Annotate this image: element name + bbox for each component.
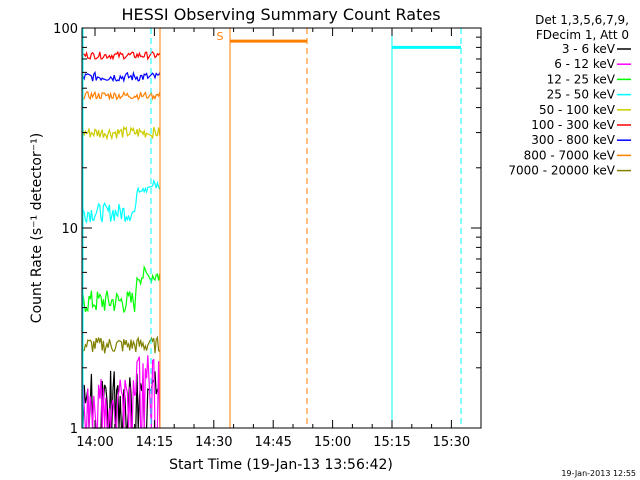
- series-line: [82, 70, 161, 84]
- legend-entry-label: 3 - 6 keV: [562, 42, 616, 56]
- chart-title: HESSI Observing Summary Count Rates: [121, 5, 440, 24]
- series-line: [82, 264, 161, 314]
- plot-frame: [81, 27, 482, 429]
- y-axis-label: Count Rate (s⁻¹ detector⁻¹): [29, 133, 45, 323]
- legend-entry-label: 12 - 25 keV: [547, 72, 616, 86]
- legend-entry-label: 7000 - 20000 keV: [508, 164, 615, 178]
- legend-entry-label: 800 - 7000 keV: [524, 148, 616, 162]
- legend-entry-label: 50 - 100 keV: [539, 103, 616, 117]
- series-line: [82, 335, 161, 354]
- x-tick-label: 14:15: [136, 435, 173, 450]
- series-line: [82, 355, 161, 429]
- legend-header-line-1: Det 1,3,5,6,7,9,: [535, 13, 629, 27]
- axes: 14:00 14:15 14:30 14:45 15:00 15:15 15:30 1 10 10…: [53, 22, 481, 450]
- legend-entry-label: 25 - 50 keV: [547, 88, 616, 102]
- x-tick-label: 15:30: [433, 435, 470, 450]
- footer-timestamp: 19-Jan-2013 12:55: [561, 469, 636, 478]
- x-tick-label: 15:00: [314, 435, 351, 450]
- x-tick-label: 14:45: [254, 435, 291, 450]
- series-line: [82, 125, 161, 141]
- legend-entry-label: 300 - 800 keV: [531, 133, 615, 147]
- plot-area: S: [82, 28, 462, 429]
- y-tick-label: 10: [61, 222, 78, 237]
- x-tick-label: 14:30: [195, 435, 232, 450]
- segment-label: S: [217, 30, 224, 43]
- legend-entry-label: 100 - 300 keV: [531, 118, 615, 132]
- legend-entry-label: 6 - 12 keV: [554, 57, 616, 71]
- series-line: [82, 178, 161, 224]
- x-tick-label: 14:00: [76, 435, 113, 450]
- x-axis-label: Start Time (19-Jan-13 13:56:42): [169, 457, 393, 473]
- y-tick-label: 1: [70, 422, 78, 437]
- x-tick-label: 15:15: [373, 435, 410, 450]
- series-line: [82, 90, 161, 101]
- legend-header-line-2: FDecim 1, Att 0: [536, 28, 629, 42]
- y-tick-label: 100: [53, 22, 78, 37]
- series-line: [82, 50, 161, 61]
